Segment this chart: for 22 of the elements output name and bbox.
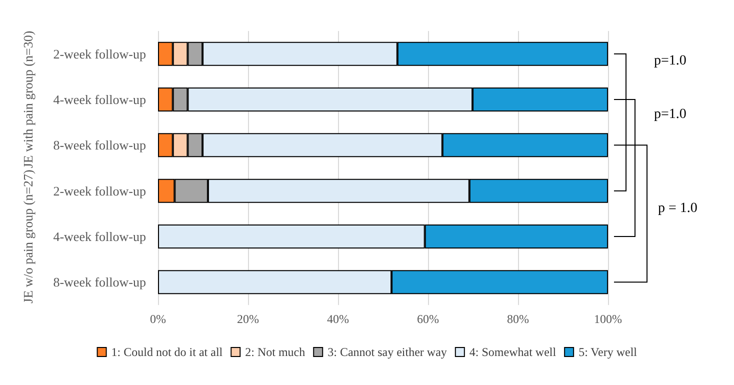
legend-label: 4: Somewhat well — [469, 345, 557, 359]
legend-label: 3: Cannot say either way — [328, 345, 447, 359]
x-tick-label: 80% — [507, 312, 529, 326]
text: p=1.0 — [654, 53, 686, 68]
y-tick-label: 4-week follow-up — [53, 92, 146, 107]
text: JE w/o pain group (n=27) — [20, 170, 36, 304]
x-tick-label: 20% — [237, 312, 259, 326]
y-tick-label: 4-week follow-up — [53, 229, 146, 244]
y-tick-label: 8-week follow-up — [53, 274, 146, 290]
text: JE with pain group (n=30) — [20, 30, 36, 168]
y-tick-label: 2-week follow-up — [53, 46, 146, 62]
x-tick-label: 0% — [150, 312, 166, 326]
legend-label: 1: Could not do it at all — [111, 345, 224, 359]
x-tick-label: 60% — [417, 312, 439, 326]
text: p=1.0 — [654, 107, 686, 122]
x-tick-label: 100% — [594, 312, 622, 326]
legend-label: 5: Very well — [578, 345, 638, 359]
legend-label: 2: Not much — [245, 345, 306, 359]
text: p = 1.0 — [658, 201, 698, 216]
y-tick-label: 8-week follow-up — [53, 138, 146, 153]
x-tick-label: 40% — [327, 312, 349, 326]
y-tick-label: 2-week follow-up — [53, 183, 146, 198]
